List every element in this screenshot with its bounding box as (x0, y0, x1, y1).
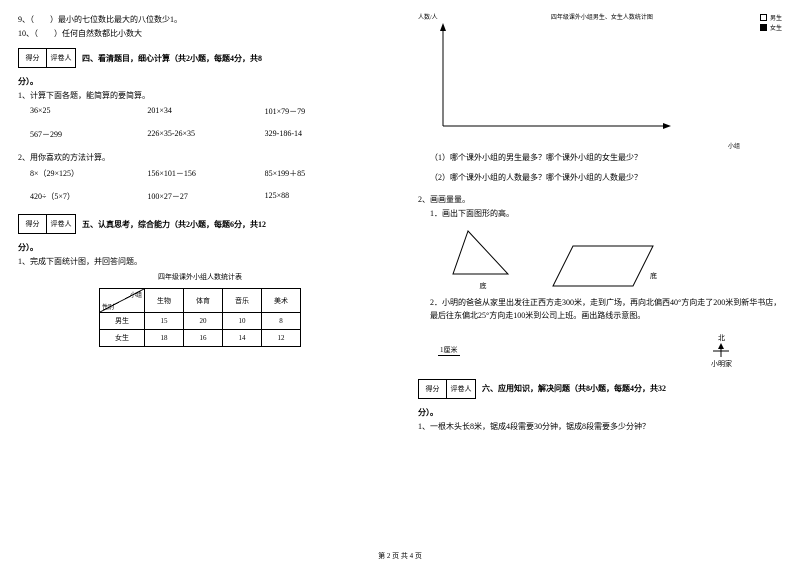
s4q2: 2、用你喜欢的方法计算。 (18, 152, 382, 164)
north-label: 北 (711, 333, 732, 343)
map-row: 1厘米 北 小明家 (418, 333, 782, 369)
compass-icon (711, 343, 731, 359)
th: 体育 (184, 289, 223, 313)
compass: 北 小明家 (711, 333, 732, 369)
expr: 420÷（5×7） (30, 191, 147, 202)
square-icon (760, 14, 767, 21)
expr: 36×25 (30, 106, 147, 117)
calc-row: 567－299 226×35-26×35 329-186-14 (30, 129, 382, 140)
score-label: 得分 (419, 380, 447, 398)
cell: 16 (184, 330, 223, 347)
section6-tail: 分）。 (418, 407, 782, 419)
s5q2-1: 1．画出下面图形的高。 (430, 208, 782, 220)
s5q2-2: 2．小明的爸爸从家里出发往正西方走300米，走到广场，再向北偏西40°方向走了2… (430, 297, 782, 323)
expr: 567－299 (30, 129, 147, 140)
th-group: 小组 (130, 290, 142, 299)
cell: 18 (145, 330, 184, 347)
chart-axes (418, 21, 678, 141)
section5-header: 得分 评卷人 五、认真思考，综合能力（共2小题，每题6分，共12 (18, 214, 382, 234)
stats-table: 小组 性别 生物 体育 音乐 美术 男生 15 20 10 8 女生 18 16… (99, 288, 301, 347)
score-cells: 得分 评卷人 (418, 379, 476, 399)
expr: 329-186-14 (265, 129, 382, 140)
shapes-row: 底 底 (448, 226, 782, 291)
expr: 156×101－156 (147, 168, 264, 179)
expr: 85×199＋85 (265, 168, 382, 179)
section5-tail: 分）。 (18, 242, 382, 254)
th: 音乐 (223, 289, 262, 313)
triangle-base: 底 (448, 281, 518, 291)
cell: 14 (223, 330, 262, 347)
score-label: 得分 (19, 215, 47, 233)
row-label: 男生 (100, 313, 145, 330)
section4-header: 得分 评卷人 四、看清题目，细心计算（共2小题，每题4分，共8 (18, 48, 382, 68)
right-column: 人数/人 四年级课外小组男生、女生人数统计图 小组 男生 女生 （1）哪个课外小… (400, 0, 800, 565)
s5q1: 1、完成下面统计图，并回答问题。 (18, 256, 382, 268)
s4q1: 1、计算下面各题，能简算的要简算。 (18, 90, 382, 102)
cell: 12 (262, 330, 301, 347)
cell: 8 (262, 313, 301, 330)
calc-row: 36×25 201×34 101×79－79 (30, 106, 382, 117)
chart-q2: （2）哪个课外小组的人数最多？哪个课外小组的人数最少？ (430, 172, 782, 184)
cell: 20 (184, 313, 223, 330)
legend: 男生 女生 (760, 12, 782, 33)
legend-text: 男生 (770, 13, 782, 22)
score-label: 得分 (19, 49, 47, 67)
chart-q1: （1）哪个课外小组的男生最多？哪个课外小组的女生最少？ (430, 152, 782, 164)
calc-row: 8×（29×125） 156×101－156 85×199＋85 (30, 168, 382, 179)
section4-title: 四、看清题目，细心计算（共2小题，每题4分，共8 (82, 53, 262, 64)
score-cells: 得分 评卷人 (18, 48, 76, 68)
square-filled-icon (760, 24, 767, 31)
table-title: 四年级课外小组人数统计表 (18, 272, 382, 282)
grader-label: 评卷人 (447, 380, 475, 398)
parallelogram-shape: 底 (548, 241, 657, 291)
section6-header: 得分 评卷人 六、应用知识，解决问题（共8小题，每题4分，共32 (418, 379, 782, 399)
calc-row: 420÷（5×7） 100×27－27 125×88 (30, 191, 382, 202)
section6-title: 六、应用知识，解决问题（共8小题，每题4分，共32 (482, 383, 666, 394)
legend-text: 女生 (770, 23, 782, 32)
expr: 101×79－79 (265, 106, 382, 117)
y-axis-label: 人数/人 (418, 12, 438, 21)
q9: 9、（ ）最小的七位数比最大的八位数少1。 (18, 14, 382, 26)
cell: 10 (223, 313, 262, 330)
expr: 201×34 (147, 106, 264, 117)
expr: 8×（29×125） (30, 168, 147, 179)
th: 美术 (262, 289, 301, 313)
expr: 226×35-26×35 (147, 129, 264, 140)
legend-female: 女生 (760, 23, 782, 32)
cell: 15 (145, 313, 184, 330)
section5-title: 五、认真思考，综合能力（共2小题，每题6分，共12 (82, 219, 266, 230)
x-axis-label: 小组 (418, 141, 760, 150)
left-column: 9、（ ）最小的七位数比最大的八位数少1。 10、（ ）任何自然数都比小数大 得… (0, 0, 400, 565)
expr: 125×88 (265, 191, 382, 202)
grader-label: 评卷人 (47, 215, 75, 233)
para-base: 底 (650, 271, 657, 281)
s6q1: 1、一根木头长8米，锯成4段需要30分钟，锯成8段需要多少分钟？ (418, 421, 782, 433)
scale-label: 1厘米 (438, 345, 460, 356)
triangle-shape: 底 (448, 226, 518, 291)
diag-header: 小组 性别 (100, 289, 145, 313)
q10: 10、（ ）任何自然数都比小数大 (18, 28, 382, 40)
chart-title: 四年级课外小组男生、女生人数统计图 (444, 12, 760, 21)
th-gender: 性别 (102, 302, 114, 311)
chart-area: 人数/人 四年级课外小组男生、女生人数统计图 小组 男生 女生 (418, 12, 782, 150)
home-label: 小明家 (711, 359, 732, 369)
score-cells: 得分 评卷人 (18, 214, 76, 234)
legend-male: 男生 (760, 13, 782, 22)
grader-label: 评卷人 (47, 49, 75, 67)
s5q2: 2、画画量量。 (418, 194, 782, 206)
page-footer: 第 2 页 共 4 页 (0, 551, 800, 561)
expr: 100×27－27 (147, 191, 264, 202)
row-label: 女生 (100, 330, 145, 347)
section4-tail: 分）。 (18, 76, 382, 88)
th: 生物 (145, 289, 184, 313)
